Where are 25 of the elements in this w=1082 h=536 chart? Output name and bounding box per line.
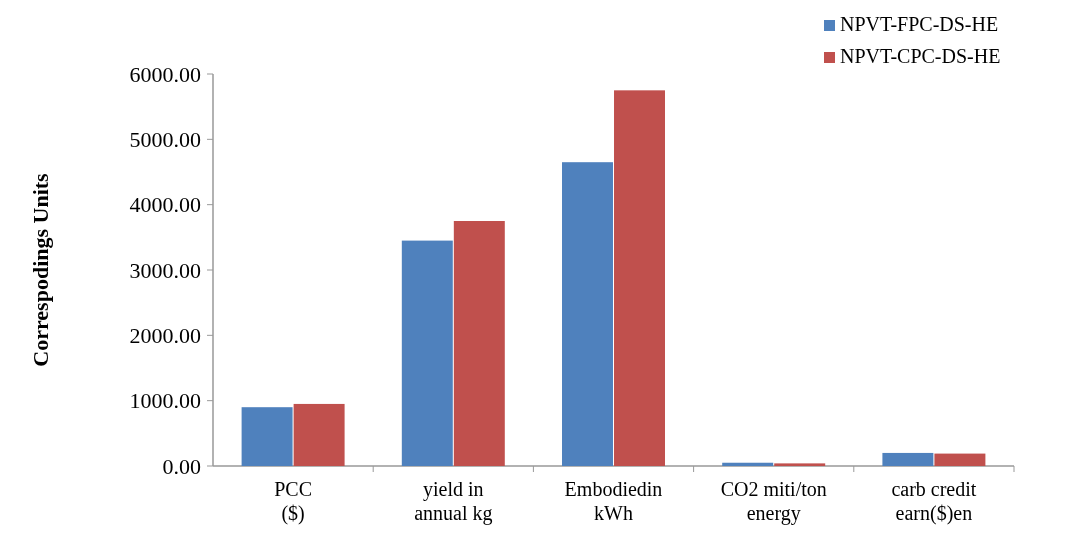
x-tick-label: yield in annual kg bbox=[414, 478, 493, 525]
legend-label: NPVT-FPC-DS-HE bbox=[840, 13, 999, 35]
y-axis-title: Correspodings Units bbox=[28, 172, 53, 367]
y-tick-label: 2000.00 bbox=[129, 323, 201, 349]
bar bbox=[934, 453, 986, 466]
y-tick-label: 1000.00 bbox=[129, 388, 201, 414]
bar bbox=[241, 407, 293, 466]
y-tick-label: 6000.00 bbox=[129, 61, 201, 87]
y-tick-label: 0.00 bbox=[162, 453, 201, 479]
legend-label: NPVT-CPC-DS-HE bbox=[840, 45, 1001, 67]
bar bbox=[293, 403, 345, 466]
x-tick-label: Embodiedin kWh bbox=[564, 478, 663, 524]
bar bbox=[401, 240, 453, 466]
bar bbox=[614, 90, 665, 466]
x-tick-label: CO2 miti/ton energy bbox=[720, 478, 827, 525]
bar bbox=[774, 463, 826, 466]
y-tick-label: 3000.00 bbox=[129, 257, 201, 283]
bar bbox=[453, 221, 505, 466]
x-tick-label: PCC ($) bbox=[274, 478, 313, 525]
x-tick-label: carb credit earn($)en bbox=[891, 478, 977, 525]
y-tick-label: 4000.00 bbox=[129, 192, 201, 218]
bar bbox=[722, 462, 774, 466]
y-tick-label: 5000.00 bbox=[129, 127, 201, 153]
bar bbox=[562, 162, 613, 466]
bar bbox=[882, 452, 934, 466]
